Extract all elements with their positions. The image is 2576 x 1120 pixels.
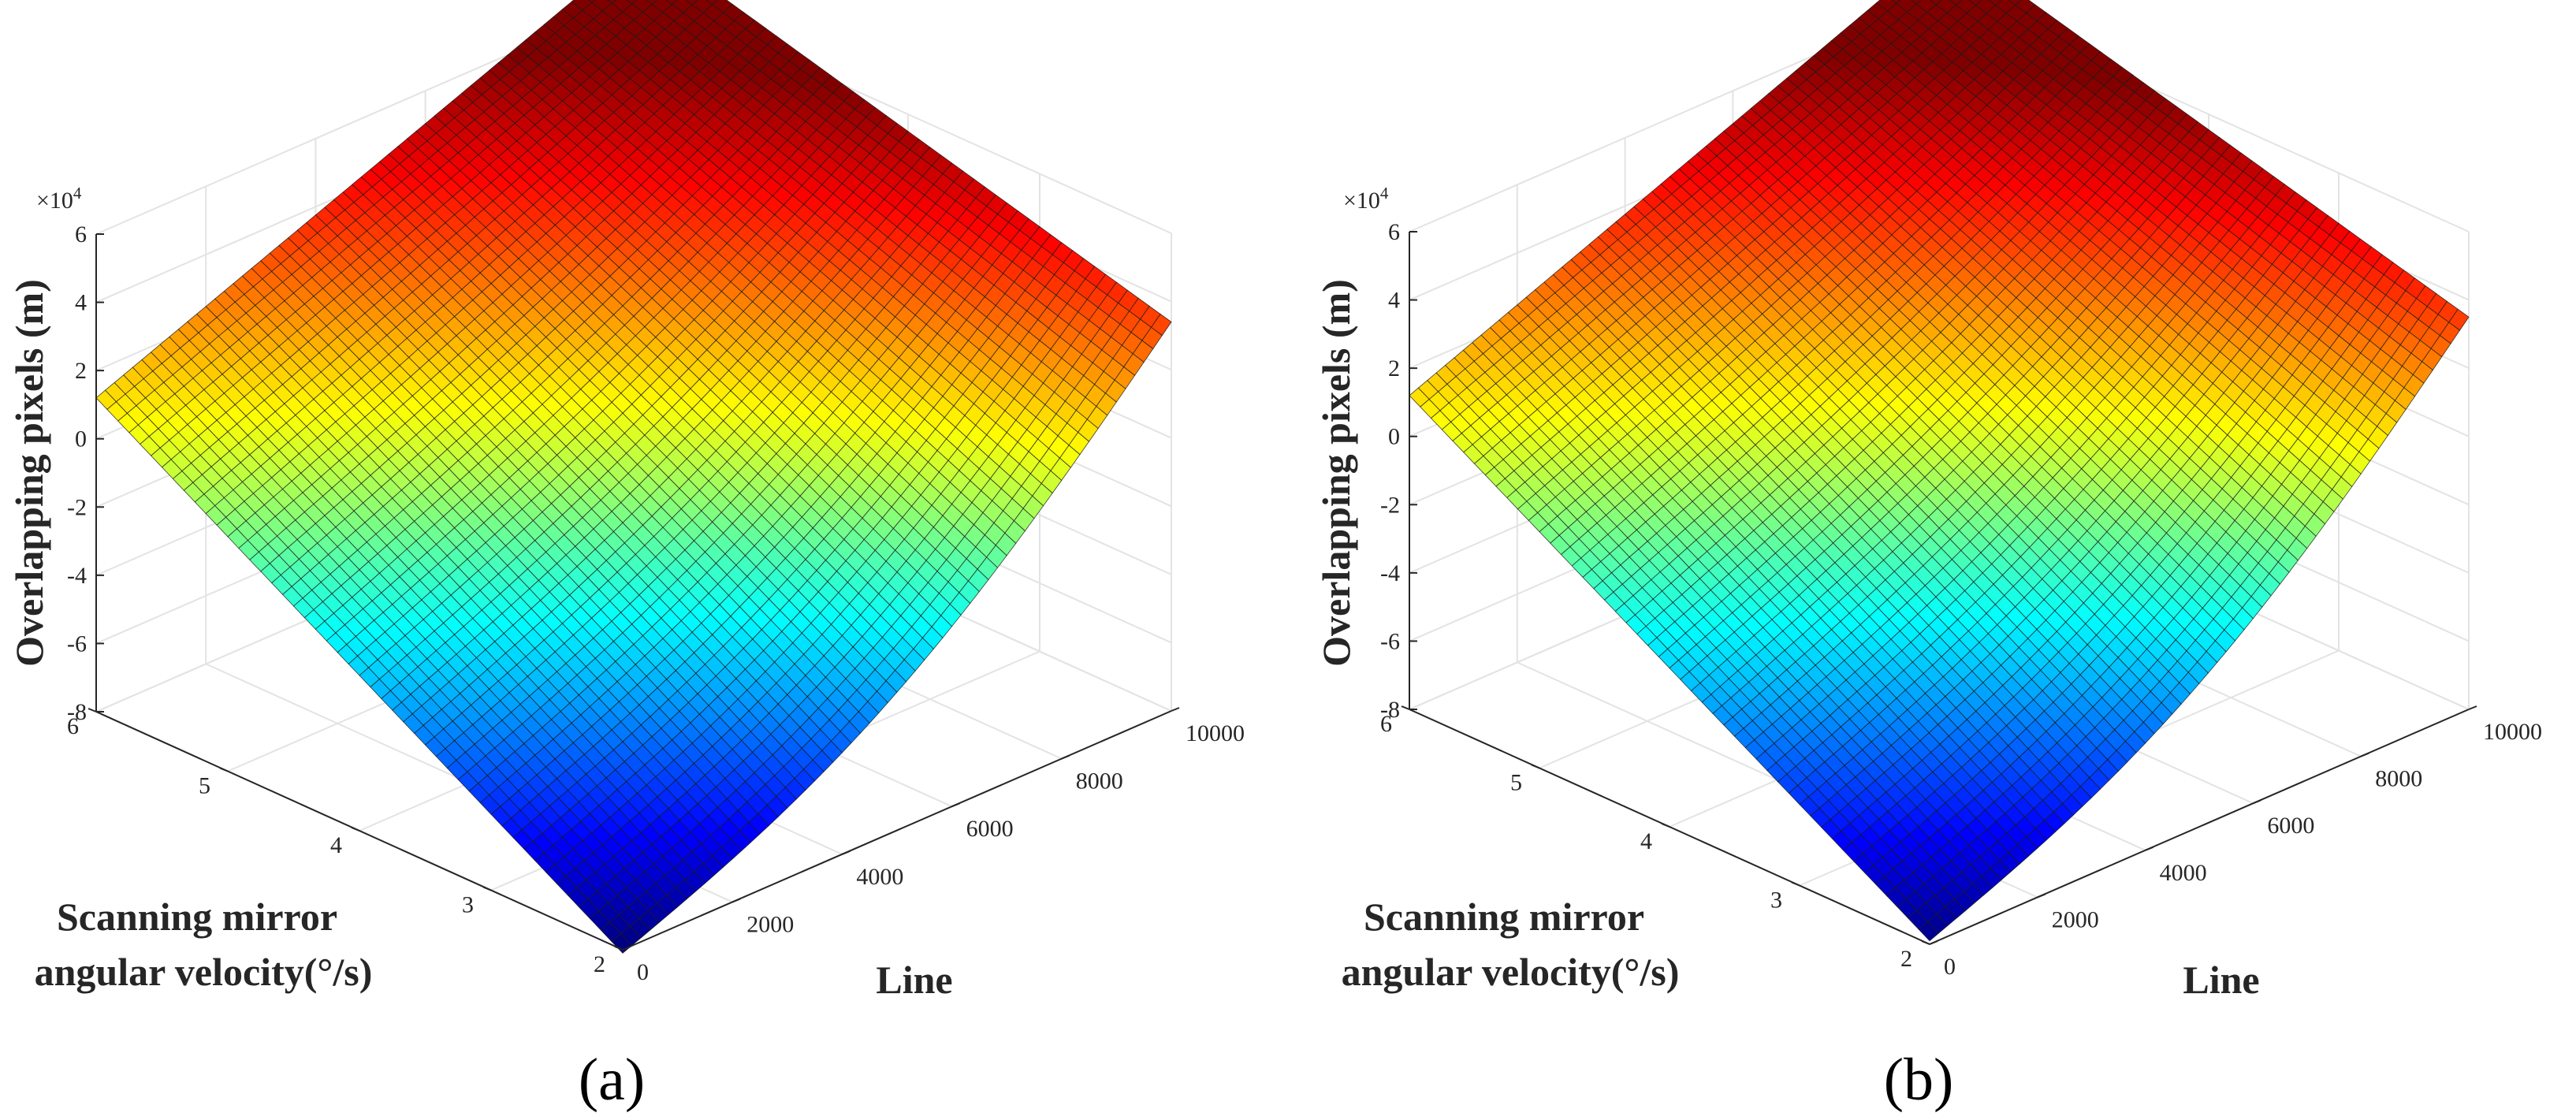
surface-plot-b: 020004000600080001000023456-8-6-4-20246 …	[1314, 0, 2542, 1113]
x-tick-label: 2000	[746, 911, 794, 937]
y-tick-mark	[219, 767, 229, 772]
z-tick-label: 2	[75, 358, 87, 384]
y-tick-label: 3	[462, 892, 474, 918]
x-axis-title: Line	[876, 958, 952, 1002]
surface-cell	[665, 0, 678, 6]
z-tick-label: -2	[67, 494, 87, 520]
z-tick-label: 0	[75, 426, 87, 452]
y-tick-label: 2	[594, 951, 605, 977]
surface-cell	[626, 0, 637, 5]
surface-cell	[588, 0, 596, 3]
z-tick-label: -8	[67, 699, 87, 725]
z-tick-label: -4	[67, 563, 87, 589]
x-tick-mark	[951, 802, 960, 808]
surface-cell	[607, 0, 616, 4]
y-axis-title-line2: angular velocity(°/s)	[35, 950, 373, 994]
x-tick-mark	[1171, 707, 1180, 712]
z-tick-label: -6	[67, 631, 87, 657]
z-multiplier: ×104	[36, 184, 82, 214]
surface-cell	[685, 0, 698, 6]
y-tick-mark	[482, 886, 492, 891]
z-tick-label: 4	[75, 290, 87, 316]
surface-plot-a: 020004000600080001000023456-8-6-4-20246 …	[7, 0, 1245, 1113]
surface-mesh	[95, 0, 1172, 954]
panel-label-a: (a)	[579, 1047, 645, 1113]
y-axis-title-line1: Scanning mirror	[57, 895, 337, 939]
z-axis-title: Overlapping pixels (m)	[7, 279, 51, 667]
surface-cell	[646, 0, 658, 5]
x-tick-label: 4000	[856, 864, 903, 890]
x-tick-mark	[842, 850, 851, 855]
surface-mesh	[1409, 0, 2470, 942]
surface-cell	[705, 0, 718, 6]
gridline	[95, 0, 1172, 235]
z-tick-label: 6	[75, 221, 87, 247]
y-tick-label: 5	[199, 773, 210, 799]
y-tick-mark	[87, 708, 97, 713]
y-tick-mark	[351, 827, 360, 832]
x-tick-label: 8000	[1076, 768, 1123, 794]
x-tick-label: 0	[637, 959, 649, 985]
x-tick-mark	[731, 898, 741, 903]
x-tick-label: 10000	[1186, 720, 1245, 746]
x-tick-mark	[1061, 754, 1070, 760]
x-tick-label: 6000	[966, 816, 1014, 842]
y-tick-label: 4	[330, 832, 342, 858]
